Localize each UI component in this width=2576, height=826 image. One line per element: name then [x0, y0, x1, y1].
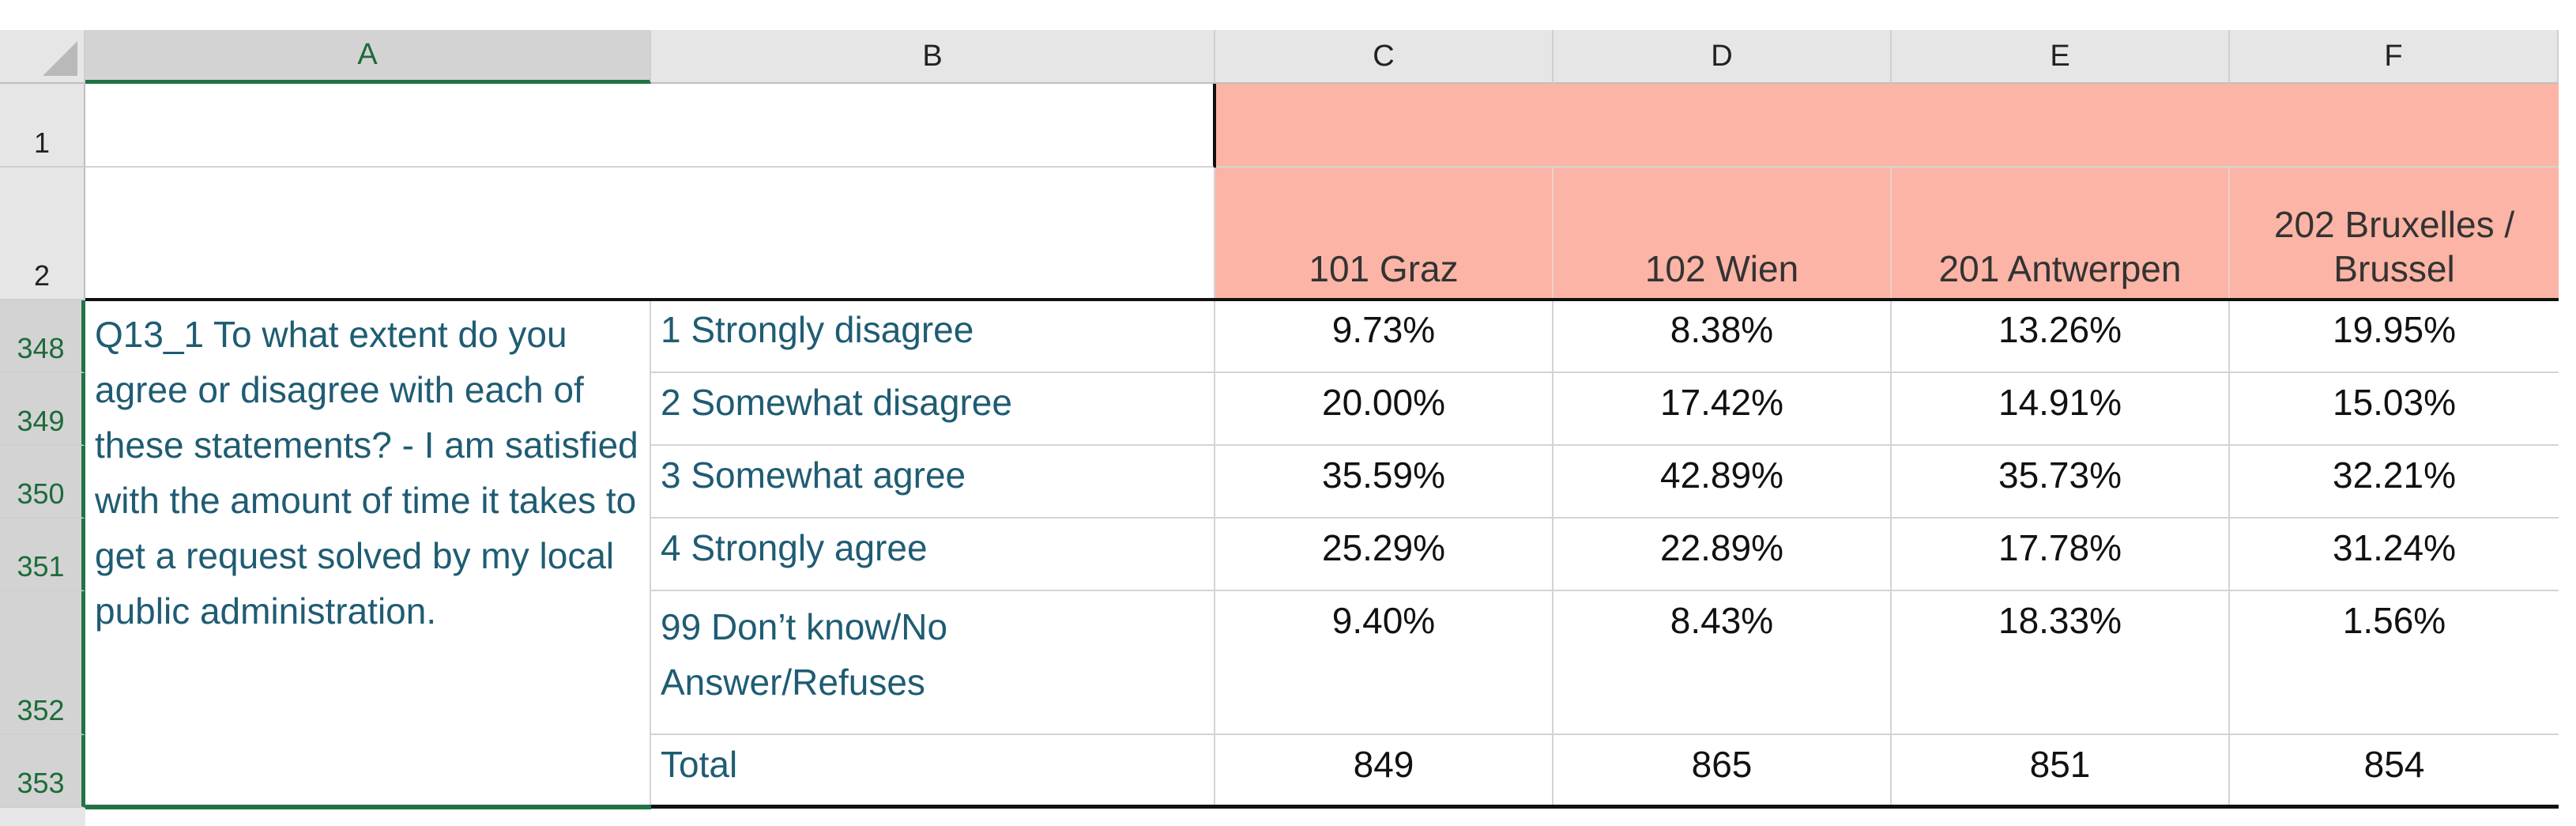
select-all-corner[interactable]	[0, 30, 85, 84]
row-header-1[interactable]: 1	[0, 84, 85, 168]
cell-c1-merged[interactable]	[1215, 84, 2559, 168]
value-c350[interactable]: 35.59%	[1215, 446, 1554, 519]
value-e348[interactable]: 13.26%	[1892, 300, 2230, 373]
answer-label: 2 Somewhat disagree	[661, 382, 1012, 423]
header-c2-text: 101 Graz	[1309, 248, 1459, 289]
label-cell-350[interactable]: 3 Somewhat agree	[651, 446, 1215, 519]
label-cell-351[interactable]: 4 Strongly agree	[651, 519, 1215, 591]
total-c353[interactable]: 849	[1215, 735, 1554, 808]
answer-label: 3 Somewhat agree	[661, 454, 966, 496]
header-f2-line1: 202 Bruxelles /	[2273, 204, 2515, 245]
value-f350[interactable]: 32.21%	[2230, 446, 2559, 519]
question-cell[interactable]: Q13_1 To what extent do you agree or dis…	[85, 300, 651, 808]
row-header-350[interactable]: 350	[0, 446, 85, 519]
value-d352[interactable]: 8.43%	[1554, 591, 1892, 735]
row-header-2[interactable]: 2	[0, 168, 85, 300]
label-cell-348[interactable]: 1 Strongly disagree	[651, 300, 1215, 373]
column-header-e[interactable]: E	[1892, 30, 2230, 84]
header-f2[interactable]: 202 Bruxelles / Brussel	[2230, 168, 2559, 300]
merge-divider	[1214, 84, 1216, 168]
header-bottom-border	[85, 298, 2559, 301]
value-e351[interactable]: 17.78%	[1892, 519, 2230, 591]
header-e2[interactable]: 201 Antwerpen	[1892, 168, 2230, 300]
header-f2-line2: Brussel	[2333, 248, 2455, 289]
label-cell-352[interactable]: 99 Don’t know/No Answer/Refuses	[651, 591, 1215, 735]
value-d350[interactable]: 42.89%	[1554, 446, 1892, 519]
column-header-c[interactable]: C	[1215, 30, 1554, 84]
row-header-353[interactable]: 353	[0, 735, 85, 808]
header-e2-text: 201 Antwerpen	[1938, 248, 2182, 289]
label-cell-353[interactable]: Total	[651, 735, 1215, 808]
answer-label-line2: Answer/Refuses	[661, 662, 925, 703]
label-cell-349[interactable]: 2 Somewhat disagree	[651, 373, 1215, 446]
question-text: Q13_1 To what extent do you agree or dis…	[95, 314, 638, 632]
answer-label: 4 Strongly agree	[661, 527, 928, 568]
header-d2-text: 102 Wien	[1644, 248, 1799, 289]
value-d348[interactable]: 8.38%	[1554, 300, 1892, 373]
answer-label-line1: 99 Don’t know/No	[661, 606, 948, 647]
header-d2[interactable]: 102 Wien	[1554, 168, 1892, 300]
total-f353[interactable]: 854	[2230, 735, 2559, 808]
value-f349[interactable]: 15.03%	[2230, 373, 2559, 446]
row-header-349[interactable]: 349	[0, 373, 85, 446]
row-header-351[interactable]: 351	[0, 519, 85, 591]
value-c349[interactable]: 20.00%	[1215, 373, 1554, 446]
row-header-overflow	[0, 808, 85, 826]
header-c2[interactable]: 101 Graz	[1215, 168, 1554, 300]
value-f352[interactable]: 1.56%	[2230, 591, 2559, 735]
value-d349[interactable]: 17.42%	[1554, 373, 1892, 446]
value-d351[interactable]: 22.89%	[1554, 519, 1892, 591]
value-f351[interactable]: 31.24%	[2230, 519, 2559, 591]
table-bottom-border	[85, 805, 2559, 809]
column-header-a[interactable]: A	[85, 30, 651, 84]
value-c351[interactable]: 25.29%	[1215, 519, 1554, 591]
total-label: Total	[661, 744, 738, 785]
value-f348[interactable]: 19.95%	[2230, 300, 2559, 373]
column-header-b[interactable]: B	[651, 30, 1215, 84]
cell-a2-merged[interactable]	[85, 168, 1215, 300]
total-d353[interactable]: 865	[1554, 735, 1892, 808]
answer-label: 1 Strongly disagree	[661, 309, 974, 350]
column-header-f[interactable]: F	[2230, 30, 2559, 84]
total-e353[interactable]: 851	[1892, 735, 2230, 808]
value-e349[interactable]: 14.91%	[1892, 373, 2230, 446]
row-header-348[interactable]: 348	[0, 300, 85, 373]
value-c352[interactable]: 9.40%	[1215, 591, 1554, 735]
column-header-d[interactable]: D	[1554, 30, 1892, 84]
select-all-icon	[43, 41, 77, 76]
value-e350[interactable]: 35.73%	[1892, 446, 2230, 519]
value-c348[interactable]: 9.73%	[1215, 300, 1554, 373]
selection-bottom-edge	[85, 805, 651, 809]
value-e352[interactable]: 18.33%	[1892, 591, 2230, 735]
row-header-352[interactable]: 352	[0, 591, 85, 735]
cell-a1-merged[interactable]	[85, 84, 1215, 168]
